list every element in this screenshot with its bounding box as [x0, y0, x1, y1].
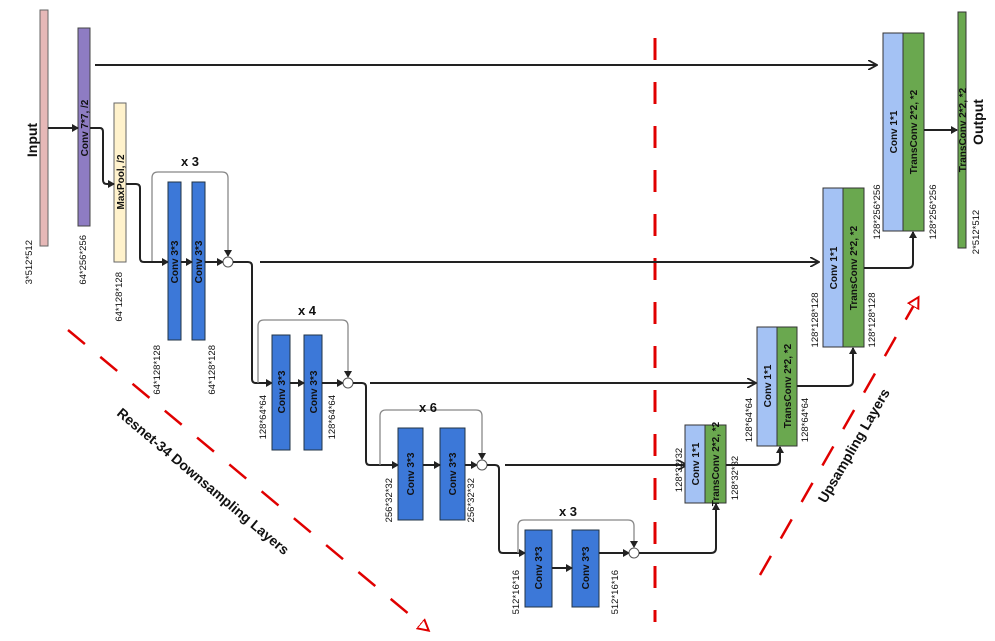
up-block-3: Conv 1*1 TransConv 2*2, *2 128*128*128 1… [810, 187, 917, 348]
up-block-2: Conv 1*1 TransConv 2*2, *2 128*64*64 128… [744, 326, 857, 447]
output-label: Output [970, 99, 986, 145]
conv7-label: Conv 7*7, /2 [80, 99, 91, 156]
add-icon [222, 256, 234, 268]
dims: 128*128*128 [867, 293, 878, 348]
dims: 128*128*128 [810, 293, 821, 348]
conv-block [303, 334, 323, 451]
dims: 128*32*32 [730, 456, 741, 500]
output-layer [957, 11, 967, 249]
maxpool-label: MaxPool, /2 [116, 154, 127, 209]
downsampling-direction-arrow [67, 329, 428, 630]
conv-block [271, 334, 291, 451]
conv-label: Conv 1*1 [889, 110, 900, 153]
add-icon [628, 547, 640, 559]
transconv-label: TransConv 2*2, *2 [783, 343, 794, 428]
conv-block [397, 427, 424, 521]
input-layer [39, 9, 49, 247]
conv-block [439, 427, 466, 521]
conv-label: Conv 3*3 [277, 370, 288, 413]
dims: 128*256*256 [928, 185, 939, 240]
conv-label: Conv 3*3 [448, 452, 459, 495]
repeat-label: x 3 [181, 154, 199, 169]
conv-label: Conv 3*3 [534, 546, 545, 589]
dims: 256*32*32 [384, 478, 395, 522]
maxpool-dims: 64*128*128 [114, 272, 125, 322]
conv7-dims: 64*256*256 [78, 235, 89, 285]
res-block-4: x 3 Conv 3*3 Conv 3*3 512*16*16 512*16*1… [511, 503, 720, 614]
input-dims: 3*512*512 [24, 240, 35, 284]
dims: 128*32*32 [674, 448, 685, 492]
conv-label: Conv 1*1 [691, 442, 702, 485]
dims: 64*128*128 [152, 345, 163, 395]
transconv-label: TransConv 2*2, *2 [909, 89, 920, 174]
input-label: Input [24, 123, 40, 158]
conv-label: Conv 3*3 [309, 370, 320, 413]
dims: 128*256*256 [872, 185, 883, 240]
dims: 64*128*128 [207, 345, 218, 395]
upsampling-label: Upsampling Layers [814, 385, 893, 505]
conv-label: Conv 3*3 [406, 452, 417, 495]
repeat-label: x 4 [298, 303, 317, 318]
repeat-label: x 3 [559, 504, 577, 519]
output-dims: 2*512*512 [971, 210, 982, 254]
output-layer-label: TransConv 2*2, *2 [958, 87, 969, 172]
transconv-label: TransConv 2*2, *2 [849, 225, 860, 310]
res-block-3: x 6 Conv 3*3 Conv 3*3 256*32*32 256*32*3… [379, 400, 526, 557]
res-block-2: x 4 Conv 3*3 Conv 3*3 128*64*64 128*64*6… [257, 303, 399, 469]
dims: 256*32*32 [466, 478, 477, 522]
arrow [90, 127, 115, 188]
add-icon [476, 459, 488, 471]
conv-label: Conv 1*1 [829, 246, 840, 289]
conv-label: Conv 3*3 [170, 240, 181, 283]
repeat-label: x 6 [419, 400, 437, 415]
up-block-1: Conv 1*1 TransConv 2*2, *2 128*32*32 128… [674, 421, 784, 506]
conv-label: Conv 3*3 [194, 240, 205, 283]
conv-label: Conv 1*1 [763, 364, 774, 407]
transconv-label: TransConv 2*2, *2 [711, 421, 722, 506]
upsampling-direction-arrow [758, 298, 918, 576]
dims: 512*16*16 [610, 570, 621, 614]
dims: 128*64*64 [327, 395, 338, 439]
dims: 128*64*64 [800, 398, 811, 442]
add-icon [342, 377, 354, 389]
dims: 128*64*64 [744, 398, 755, 442]
dims: 512*16*16 [511, 570, 522, 614]
res-block-1: x 3 Conv 3*3 Conv 3*3 64*128*128 64*128*… [126, 154, 273, 395]
transconv-block [902, 32, 925, 232]
conv-label: Conv 3*3 [581, 546, 592, 589]
dims: 128*64*64 [258, 395, 269, 439]
up-block-4: Conv 1*1 TransConv 2*2, *2 128*256*256 1… [872, 32, 958, 240]
